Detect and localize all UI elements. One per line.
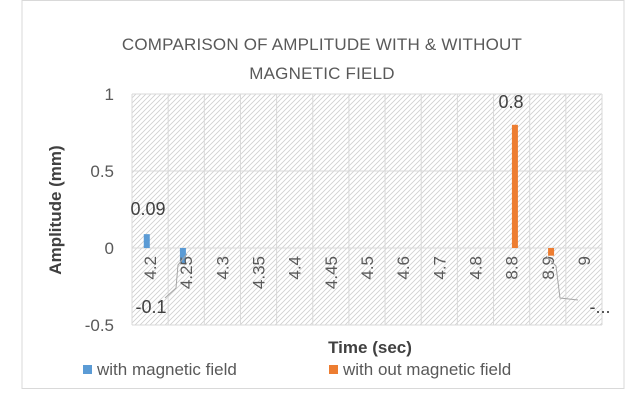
bar-series-1-cat-11: [548, 248, 555, 256]
x-tick-label: 4.45: [322, 256, 341, 289]
plot-area: [132, 94, 602, 325]
bar-series-0-cat-1: [179, 248, 186, 264]
data-label-truncated: -...: [590, 297, 611, 317]
x-tick-label: 9: [575, 256, 594, 265]
y-tick-label: -0.5: [85, 316, 114, 335]
data-label-neg-0-1: -0.1: [135, 297, 166, 317]
chart-title-line-1: COMPARISON OF AMPLITUDE WITH & WITHOUT: [122, 35, 522, 54]
x-tick-label: 4.35: [250, 256, 269, 289]
y-tick-label: 1: [105, 85, 114, 104]
legend-label-without-magnetic: with out magnetic field: [342, 360, 511, 379]
legend-swatch-with-magnetic: [83, 365, 92, 374]
legend-swatch-without-magnetic: [329, 365, 338, 374]
x-tick-label: 4.6: [394, 256, 413, 280]
data-label-0-09: 0.09: [130, 199, 165, 219]
leader-line-truncated: [545, 255, 579, 301]
x-tick-label: 4.3: [213, 256, 232, 280]
legend-label-with-magnetic: with magnetic field: [96, 360, 237, 379]
x-tick-label: 4.4: [286, 256, 305, 280]
x-tick-label: 4.7: [430, 256, 449, 280]
y-axis-title: Amplitude (mm): [46, 145, 65, 274]
x-tick-label: 4.2: [141, 256, 160, 280]
gridlines: [131, 93, 603, 326]
bar-series-0-cat-0: [143, 234, 150, 248]
x-tick-label: 4.5: [358, 256, 377, 280]
x-tick-labels: 4.2 4.25 4.3 4.35 4.4 4.45 4.5 4.6 4.7 4.8 8.8 8.9 9: [141, 256, 594, 289]
x-tick-label: 4.8: [466, 256, 485, 280]
x-tick-label: 8.8: [503, 256, 522, 280]
bars: [143, 124, 555, 264]
leader-line-neg-0-1: [164, 253, 188, 299]
x-tick-label: 4.25: [177, 256, 196, 289]
y-tick-labels: -0.5 0 0.5 1: [85, 85, 114, 335]
data-label-0-8: 0.8: [498, 92, 523, 112]
y-tick-label: 0.5: [90, 162, 114, 181]
x-tick-label: 8.9: [539, 256, 558, 280]
y-tick-label: 0: [105, 239, 114, 258]
bar-series-1-cat-10: [511, 124, 518, 248]
x-axis-title: Time (sec): [328, 338, 412, 357]
chart-title-line-2: MAGNETIC FIELD: [249, 64, 394, 83]
